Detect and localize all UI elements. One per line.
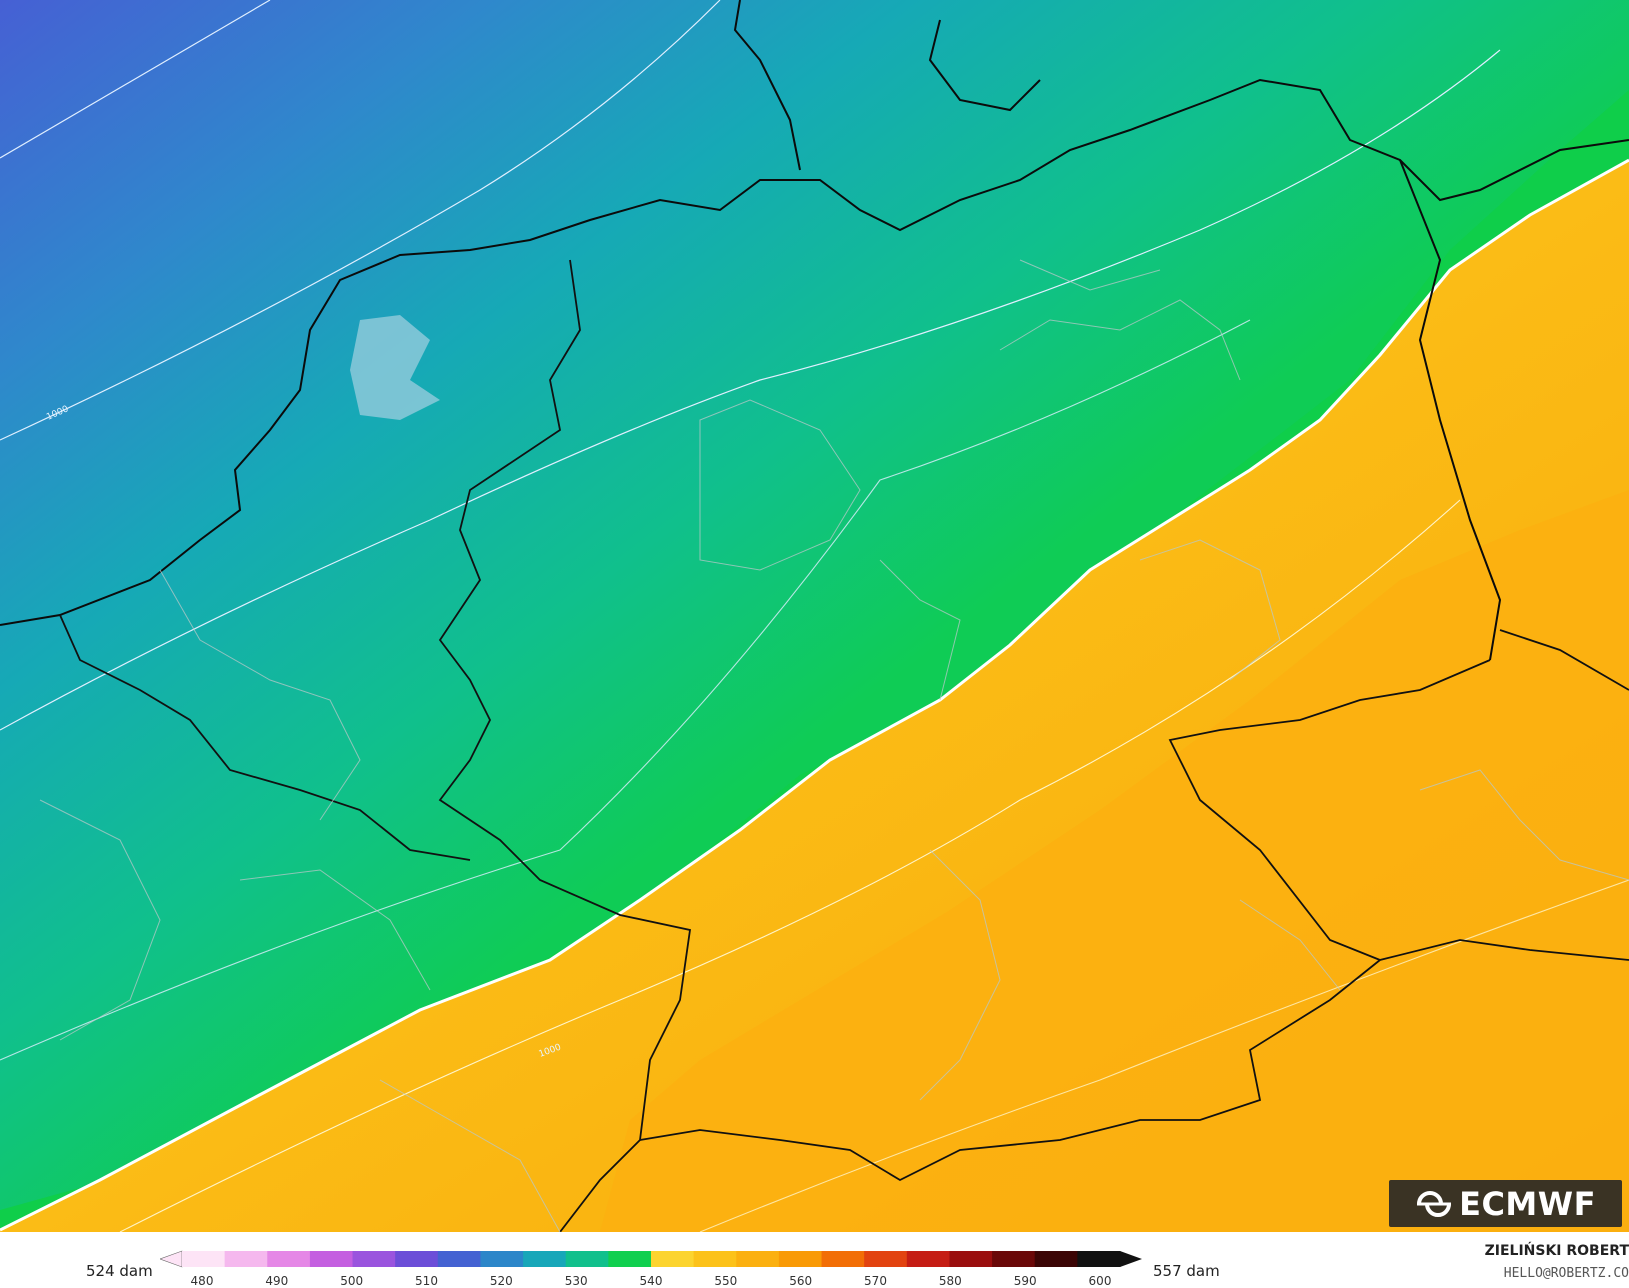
colorbar-tick-label: 530 [564,1274,588,1288]
author-email: HELLO@ROBERTZ.CO [1503,1266,1629,1281]
colorbar-segment [906,1251,950,1267]
legend-max-label: 557 dam [1153,1262,1220,1280]
colorbar-segment [480,1251,524,1267]
colorbar-min-arrow [160,1250,183,1268]
colorbar-tick-label: 520 [489,1274,513,1288]
colorbar-segment [1034,1251,1078,1267]
colorbar-segment [736,1251,780,1267]
isobar-line [119,499,1461,1232]
colorbar-tick-label: 570 [864,1274,887,1288]
isobar-line [0,0,271,159]
ecmwf-logo: ECMWF [1389,1180,1622,1227]
colorbar-segment [992,1251,1036,1267]
colorbar-segment [395,1251,439,1267]
colorbar-tick-label: 490 [265,1274,289,1288]
ecmwf-logo-text: ECMWF [1459,1184,1596,1223]
geopotential-map-canvas: 1000 1000 [0,0,1629,1232]
colorbar-segment [864,1251,908,1267]
colorbar-tick-label: 540 [639,1274,663,1288]
colorbar-segment [565,1251,609,1267]
colorbar-segment [224,1251,268,1267]
author-credit: ZIELIŃSKI ROBERT [1484,1243,1629,1259]
colorbar-segment [267,1251,311,1267]
colorbar [160,1250,1142,1268]
band-570 [600,490,1629,1232]
highlight-contour-552 [0,158,1629,1232]
colorbar-tick-label: 550 [714,1274,738,1288]
colorbar-tick-label: 580 [938,1274,962,1288]
colorbar-segment [1077,1251,1121,1267]
colorbar-max-arrow [1120,1251,1142,1267]
colorbar-segment [182,1251,226,1267]
colorbar-tick-label: 480 [190,1274,214,1288]
colorbar-segment [437,1251,481,1267]
weather-map: 1000 1000 [0,0,1629,1232]
colorbar-segment [949,1251,993,1267]
isobar-line [0,0,721,441]
colorbar-tick-label: 560 [789,1274,813,1288]
colorbar-segment [309,1251,354,1267]
colorbar-tick-label: 510 [415,1274,438,1288]
legend-min-label: 524 dam [86,1262,153,1280]
colorbar-tick-label: 500 [340,1274,364,1288]
colorbar-segment [778,1251,823,1267]
colorbar-tick-label: 590 [1013,1274,1037,1288]
region-borders [39,259,1629,1232]
colorbar-tick-label: 600 [1088,1274,1112,1288]
lake-ijsselmeer [350,315,440,420]
country-borders [59,259,1629,1232]
isobar-line [699,879,1629,1232]
colorbar-segment [352,1251,396,1267]
isobar-line [0,49,1501,731]
colorbar-segment [608,1251,652,1267]
colorbar-segment [693,1251,737,1267]
ecmwf-logo-icon [1417,1190,1452,1217]
coastlines [0,0,1629,661]
colorbar-segment [651,1251,695,1267]
colorbar-segment [523,1251,567,1267]
colorbar-segment [821,1251,865,1267]
isobar-line [0,319,1251,1061]
